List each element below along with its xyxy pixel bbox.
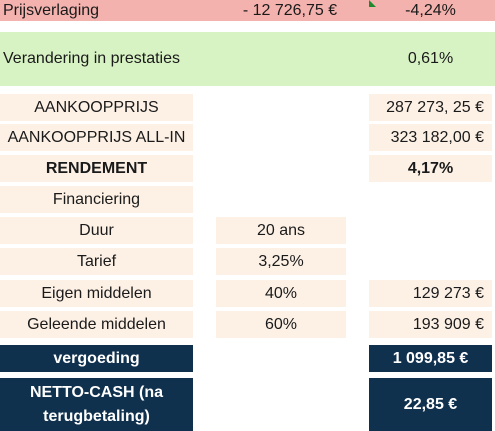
- performance-change-label: Verandering in prestaties: [0, 32, 214, 86]
- own-funds-percent: 40%: [216, 280, 346, 307]
- own-funds-label: Eigen middelen: [0, 280, 193, 307]
- price-reduction-label: Prijsverlaging: [0, 0, 214, 21]
- yield-label: RENDEMENT: [0, 155, 193, 182]
- borrowed-funds-amount: 193 909 €: [369, 311, 492, 338]
- price-reduction-percent: -4,24%: [366, 0, 495, 21]
- own-funds-amount: 129 273 €: [369, 280, 492, 307]
- rate-value: 3,25%: [216, 248, 346, 275]
- duration-value: 20 ans: [216, 217, 346, 244]
- performance-change-percent: 0,61%: [366, 32, 495, 86]
- duration-label: Duur: [0, 217, 193, 244]
- performance-change-mid: [214, 32, 366, 86]
- fee-value: 1 099,85 €: [369, 345, 492, 372]
- financing-header: Financiering: [0, 186, 193, 213]
- purchase-allin-label: AANKOOPPRIJS ALL-IN: [0, 124, 193, 151]
- purchase-allin-value: 323 182,00 €: [369, 124, 492, 151]
- yield-value: 4,17%: [369, 155, 492, 182]
- rate-label: Tarief: [0, 248, 193, 275]
- change-indicator-icon: [369, 0, 376, 7]
- borrowed-funds-percent: 60%: [216, 311, 346, 338]
- purchase-price-value: 287 273, 25 €: [369, 94, 492, 121]
- price-reduction-amount: - 12 726,75 €: [214, 0, 366, 21]
- borrowed-funds-label: Geleende middelen: [0, 311, 193, 338]
- net-cash-label: NETTO-CASH (na terugbetaling): [0, 378, 193, 431]
- net-cash-value: 22,85 €: [369, 378, 492, 431]
- purchase-price-label: AANKOOPPRIJS: [0, 94, 193, 121]
- fee-label: vergoeding: [0, 345, 193, 372]
